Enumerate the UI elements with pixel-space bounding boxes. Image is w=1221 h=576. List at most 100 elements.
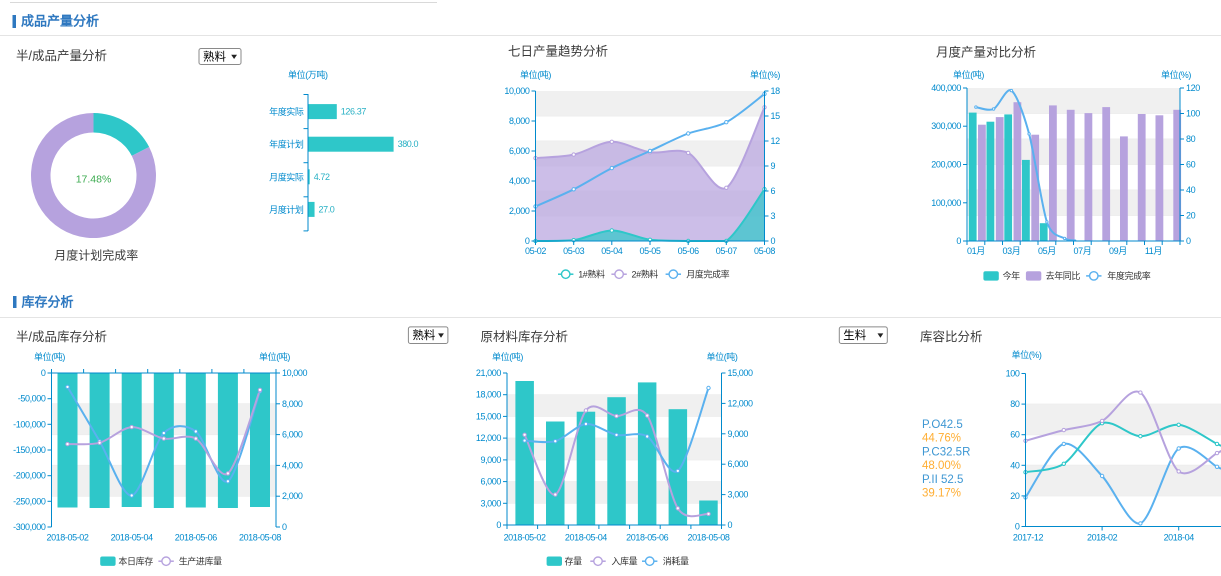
svg-text:0: 0	[282, 522, 287, 532]
svg-text:3,000: 3,000	[480, 498, 501, 508]
svg-text:01月: 01月	[967, 246, 985, 256]
svg-text:05-04: 05-04	[601, 246, 622, 256]
svg-text:年度实际: 年度实际	[269, 106, 304, 117]
svg-text:44.76%: 44.76%	[922, 433, 961, 445]
svg-text:21,000: 21,000	[476, 368, 502, 378]
svg-text:2,000: 2,000	[282, 491, 303, 501]
svg-text:18: 18	[771, 86, 781, 96]
svg-text:4,000: 4,000	[509, 176, 530, 186]
svg-text:8,000: 8,000	[509, 116, 530, 126]
svg-text:10,000: 10,000	[504, 86, 530, 96]
svg-text:100,000: 100,000	[931, 198, 961, 208]
svg-text:40: 40	[1010, 460, 1020, 470]
svg-text:单位(吨): 单位(吨)	[34, 351, 65, 362]
svg-text:月度计划完成率: 月度计划完成率	[54, 248, 138, 263]
svg-text:2018-05-08: 2018-05-08	[239, 533, 281, 543]
svg-text:0: 0	[496, 520, 501, 530]
svg-text:存量: 存量	[565, 555, 583, 566]
svg-text:2#熟料: 2#熟料	[632, 268, 659, 279]
svg-text:-100,000: -100,000	[13, 419, 46, 429]
svg-text:100: 100	[1186, 109, 1200, 119]
svg-text:半/成品产量分析: 半/成品产量分析	[16, 49, 107, 63]
svg-text:100: 100	[1006, 369, 1020, 379]
svg-text:12,000: 12,000	[728, 398, 754, 408]
svg-text:11月: 11月	[1145, 246, 1162, 256]
svg-text:27.0: 27.0	[319, 204, 335, 214]
svg-text:P.II 52.5: P.II 52.5	[922, 474, 963, 486]
svg-text:09月: 09月	[1109, 246, 1127, 256]
svg-text:18,000: 18,000	[476, 390, 502, 400]
svg-text:6: 6	[771, 186, 776, 196]
svg-text:6,000: 6,000	[282, 430, 303, 440]
svg-text:-150,000: -150,000	[13, 445, 46, 455]
svg-text:48.00%: 48.00%	[922, 460, 961, 472]
svg-text:2018-05-02: 2018-05-02	[46, 533, 88, 543]
svg-text:05-02: 05-02	[525, 246, 546, 256]
svg-text:月度实际: 月度实际	[269, 171, 304, 182]
svg-text:300,000: 300,000	[931, 121, 961, 131]
svg-text:12,000: 12,000	[476, 433, 502, 443]
svg-text:2018-05-06: 2018-05-06	[626, 533, 668, 543]
svg-text:月度产量对比分析: 月度产量对比分析	[936, 45, 1036, 60]
svg-text:单位(万吨): 单位(万吨)	[288, 69, 328, 80]
svg-text:80: 80	[1186, 134, 1196, 144]
svg-text:3,000: 3,000	[728, 490, 749, 500]
svg-text:年度计划: 年度计划	[269, 139, 304, 150]
svg-text:月度计划: 月度计划	[269, 204, 304, 215]
svg-text:4,000: 4,000	[282, 460, 303, 470]
svg-text:07月: 07月	[1073, 246, 1091, 256]
svg-text:今年: 今年	[1003, 270, 1021, 281]
svg-text:20: 20	[1186, 211, 1196, 221]
svg-text:2018-04: 2018-04	[1164, 533, 1195, 543]
svg-text:2017-12: 2017-12	[1013, 533, 1044, 543]
svg-text:0: 0	[1015, 522, 1020, 532]
svg-text:17.48%: 17.48%	[76, 174, 112, 186]
svg-text:单位(%): 单位(%)	[1161, 69, 1191, 80]
svg-text:05-05: 05-05	[639, 246, 660, 256]
svg-text:05-08: 05-08	[754, 246, 775, 256]
svg-text:15: 15	[771, 111, 781, 121]
svg-text:05月: 05月	[1038, 246, 1056, 256]
svg-text:40: 40	[1186, 185, 1196, 195]
svg-text:6,000: 6,000	[509, 146, 530, 156]
svg-text:生料: 生料	[843, 328, 866, 342]
svg-text:8,000: 8,000	[282, 399, 303, 409]
svg-text:80: 80	[1010, 399, 1020, 409]
svg-text:0: 0	[956, 236, 961, 246]
svg-text:9,000: 9,000	[728, 429, 749, 439]
svg-text:380.0: 380.0	[398, 139, 419, 149]
svg-text:60: 60	[1186, 160, 1196, 170]
svg-text:去年同比: 去年同比	[1046, 270, 1081, 281]
svg-text:单位(吨): 单位(吨)	[707, 351, 738, 362]
svg-text:单位(吨): 单位(吨)	[492, 351, 523, 362]
svg-text:39.17%: 39.17%	[922, 488, 961, 500]
svg-text:15,000: 15,000	[476, 411, 502, 421]
svg-text:2018-05-04: 2018-05-04	[111, 533, 153, 543]
svg-text:P.O42.5: P.O42.5	[922, 419, 963, 431]
svg-text:9,000: 9,000	[480, 455, 501, 465]
svg-text:03月: 03月	[1002, 246, 1020, 256]
svg-text:2018-05-06: 2018-05-06	[175, 533, 217, 543]
svg-text:6,000: 6,000	[480, 477, 501, 487]
svg-text:熟料: 熟料	[412, 328, 435, 342]
svg-text:1#熟料: 1#熟料	[578, 268, 605, 279]
svg-text:0: 0	[41, 368, 46, 378]
svg-text:0: 0	[525, 236, 530, 246]
svg-text:月度完成率: 月度完成率	[686, 268, 729, 279]
svg-text:半/成品库存分析: 半/成品库存分析	[16, 329, 107, 344]
svg-text:-250,000: -250,000	[13, 496, 46, 506]
svg-text:七日产量趋势分析: 七日产量趋势分析	[508, 44, 608, 59]
svg-text:126.37: 126.37	[341, 107, 367, 117]
svg-text:400,000: 400,000	[931, 83, 961, 93]
svg-text:生产进库量: 生产进库量	[179, 555, 222, 566]
svg-text:2018-05-02: 2018-05-02	[504, 533, 546, 543]
svg-text:-300,000: -300,000	[13, 522, 46, 532]
svg-text:消耗量: 消耗量	[663, 555, 689, 566]
svg-text:单位(吨): 单位(吨)	[520, 69, 551, 80]
svg-text:本日库存: 本日库存	[118, 555, 153, 566]
svg-text:4.72: 4.72	[314, 172, 330, 182]
svg-text:2018-05-08: 2018-05-08	[687, 533, 729, 543]
svg-text:200,000: 200,000	[931, 160, 961, 170]
svg-text:05-03: 05-03	[563, 246, 584, 256]
svg-text:熟料: 熟料	[203, 50, 226, 64]
